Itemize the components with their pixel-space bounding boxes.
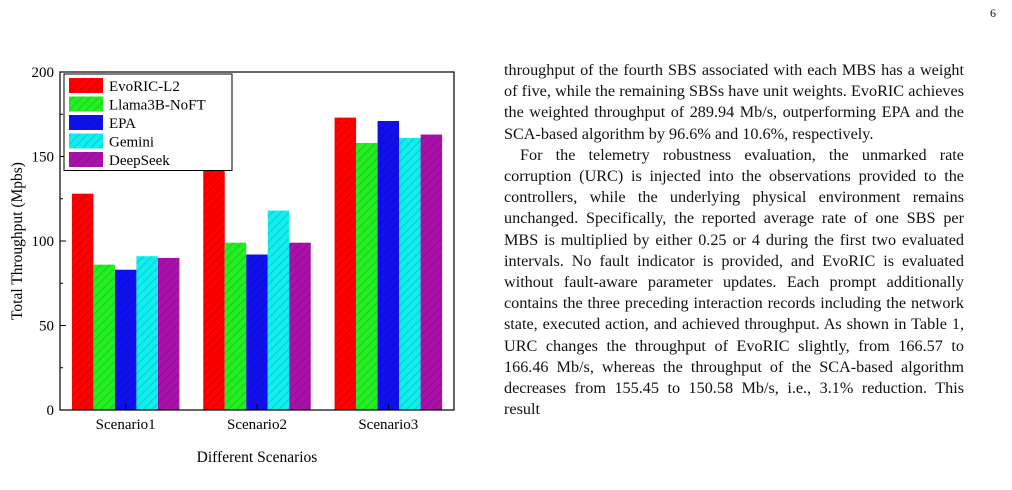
y-tick-label: 0	[47, 403, 55, 419]
legend-swatch	[69, 115, 103, 130]
bar-evoric-l2-scenario3	[334, 117, 357, 410]
bar-deepseek-scenario3	[420, 134, 443, 410]
bar-epa-scenario1	[114, 269, 137, 410]
bar-gemini-scenario1	[136, 256, 158, 410]
legend-label: EPA	[109, 116, 136, 132]
x-tick-label: Scenario3	[358, 417, 418, 433]
chart-canvas: 0 50 100 150 200 Scenario1 Scenario2 Scenario3…	[9, 65, 455, 466]
bar-deepseek-scenario2	[289, 242, 311, 410]
x-axis-ticks: Scenario1 Scenario2 Scenario3	[96, 404, 418, 433]
bar-llama3b-noft-scenario1	[93, 264, 115, 410]
legend-swatch	[69, 78, 103, 93]
legend-label: Llama3B-NoFT	[109, 98, 206, 114]
paragraph-1: throughput of the fourth SBS associated …	[504, 61, 964, 143]
x-tick-label: Scenario2	[227, 417, 287, 433]
bar-epa-scenario2	[246, 254, 268, 410]
body-text-column: throughput of the fourth SBS associated …	[504, 60, 964, 420]
bar-gemini-scenario3	[399, 137, 421, 410]
y-tick-label: 200	[32, 65, 55, 81]
bar-evoric-l2-scenario1	[71, 193, 94, 410]
y-axis-ticks: 0 50 100 150 200	[32, 65, 66, 419]
throughput-bar-chart: 0 50 100 150 200 Scenario1 Scenario2 Scenario3…	[0, 60, 470, 490]
bar-deepseek-scenario1	[157, 257, 180, 410]
y-tick-label: 100	[32, 234, 55, 250]
bar-evoric-l2-scenario2	[203, 159, 225, 410]
legend-label: DeepSeek	[109, 153, 170, 169]
bar-llama3b-noft-scenario3	[356, 142, 378, 410]
page-number: 6	[990, 6, 996, 20]
bar-gemini-scenario2	[267, 210, 290, 410]
x-axis-label: Different Scenarios	[197, 449, 318, 466]
bar-llama3b-noft-scenario2	[224, 242, 247, 410]
paragraph-2: For the telemetry robustness evaluation,…	[504, 145, 964, 419]
bar-epa-scenario3	[377, 121, 400, 410]
legend-label: Gemini	[109, 135, 154, 151]
legend-label: EvoRIC-L2	[109, 79, 180, 95]
y-tick-label: 150	[32, 150, 55, 166]
legend-swatch	[69, 152, 103, 167]
legend: EvoRIC-L2 Llama3B-NoFT EPA Gemini DeepSeek	[63, 73, 233, 171]
legend-swatch	[69, 133, 103, 149]
legend-swatch	[69, 96, 103, 112]
y-axis-label: Total Throughput (Mpbs)	[9, 162, 26, 320]
bars-layer	[71, 117, 443, 410]
y-tick-label: 50	[39, 319, 54, 335]
x-tick-label: Scenario1	[96, 417, 156, 433]
